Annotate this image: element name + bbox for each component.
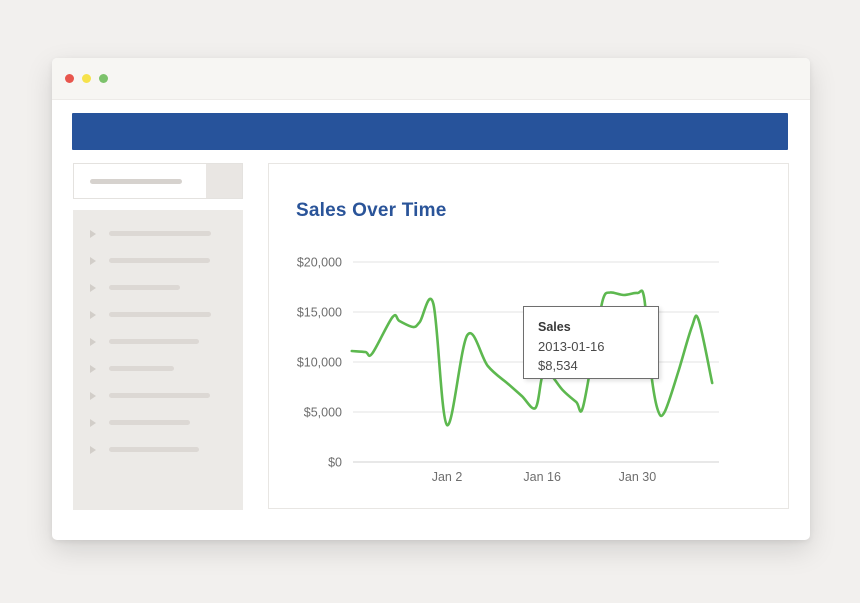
sidebar-item[interactable] <box>73 220 243 247</box>
sidebar-item[interactable] <box>73 274 243 301</box>
chevron-right-icon <box>90 283 96 292</box>
sidebar-item[interactable] <box>73 301 243 328</box>
sidebar-item[interactable] <box>73 355 243 382</box>
search-button[interactable] <box>206 164 242 198</box>
y-axis-tick-label: $15,000 <box>297 306 342 320</box>
browser-window: Sales Over Time $0 $5,000 $10,000 $15,000 $2… <box>52 58 810 540</box>
chevron-right-icon <box>90 445 96 454</box>
chevron-right-icon <box>90 310 96 319</box>
sidebar-item[interactable] <box>73 409 243 436</box>
sidebar-item-placeholder <box>109 420 190 425</box>
sidebar-item-placeholder <box>109 312 211 317</box>
sidebar-item[interactable] <box>73 382 243 409</box>
minimize-button[interactable] <box>82 74 91 83</box>
x-axis-tick-label: Jan 30 <box>619 470 657 484</box>
x-axis-tick-label: Jan 2 <box>432 470 463 484</box>
sidebar-item[interactable] <box>73 247 243 274</box>
chevron-right-icon <box>90 391 96 400</box>
y-axis-tick-label: $0 <box>328 456 342 470</box>
search-input[interactable] <box>74 164 206 198</box>
window-titlebar <box>52 58 810 100</box>
sidebar <box>73 210 243 510</box>
y-axis-tick-label: $5,000 <box>304 406 342 420</box>
sidebar-item-placeholder <box>109 447 199 452</box>
sidebar-list <box>73 220 243 463</box>
chart-title: Sales Over Time <box>296 200 447 221</box>
sidebar-item[interactable] <box>73 436 243 463</box>
chart-tooltip: Sales 2013-01-16 $8,534 <box>523 306 659 379</box>
chevron-right-icon <box>90 337 96 346</box>
chevron-right-icon <box>90 364 96 373</box>
tooltip-date: 2013-01-16 <box>538 339 605 354</box>
chevron-right-icon <box>90 418 96 427</box>
y-axis-tick-label: $10,000 <box>297 356 342 370</box>
close-button[interactable] <box>65 74 74 83</box>
sidebar-item-placeholder <box>109 285 180 290</box>
sidebar-item-placeholder <box>109 366 174 371</box>
sidebar-item-placeholder <box>109 339 199 344</box>
x-axis-tick-label: Jan 16 <box>523 470 561 484</box>
chevron-right-icon <box>90 256 96 265</box>
sidebar-item[interactable] <box>73 328 243 355</box>
sidebar-item-placeholder <box>109 393 210 398</box>
app-header-bar <box>72 113 788 150</box>
sidebar-item-placeholder <box>109 231 211 236</box>
chevron-right-icon <box>90 229 96 238</box>
search-control <box>73 163 243 199</box>
sidebar-item-placeholder <box>109 258 210 263</box>
search-placeholder-bar <box>90 178 182 184</box>
zoom-button[interactable] <box>99 74 108 83</box>
tooltip-value: $8,534 <box>538 358 578 373</box>
chart-card: Sales Over Time $0 $5,000 $10,000 $15,000 $2… <box>268 163 789 509</box>
y-axis-tick-label: $20,000 <box>297 256 342 270</box>
tooltip-series-label: Sales <box>538 320 571 334</box>
